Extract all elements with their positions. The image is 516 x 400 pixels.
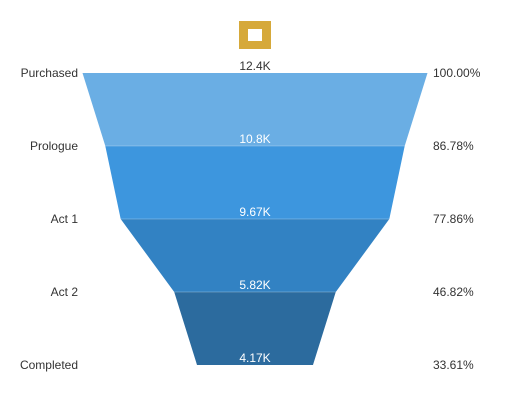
stage-percent-act-1: 77.86%: [433, 212, 474, 226]
stage-value-act-2: 5.82K: [239, 278, 270, 292]
stage-label-completed: Completed: [20, 358, 78, 372]
legend-marker-inner: [248, 29, 262, 41]
stage-label-act-1: Act 1: [51, 212, 79, 226]
funnel-segment-act-2[interactable]: [174, 292, 336, 365]
funnel-segment-prologue[interactable]: [105, 146, 405, 219]
legend-marker[interactable]: [239, 21, 271, 49]
stage-percent-prologue: 86.78%: [433, 139, 474, 153]
stage-percent-completed: 33.61%: [433, 358, 474, 372]
stage-label-prologue: Prologue: [30, 139, 78, 153]
stage-value-purchased: 12.4K: [239, 59, 270, 73]
stage-label-act-2: Act 2: [51, 285, 79, 299]
funnel-segment-purchased[interactable]: [82, 73, 428, 146]
stage-value-completed: 4.17K: [239, 351, 270, 365]
stage-percent-act-2: 46.82%: [433, 285, 474, 299]
stage-label-purchased: Purchased: [21, 66, 78, 80]
stage-value-prologue: 10.8K: [239, 132, 270, 146]
stage-percent-purchased: 100.00%: [433, 66, 481, 80]
funnel-segment-act-1[interactable]: [120, 219, 390, 292]
stage-value-act-1: 9.67K: [239, 205, 270, 219]
